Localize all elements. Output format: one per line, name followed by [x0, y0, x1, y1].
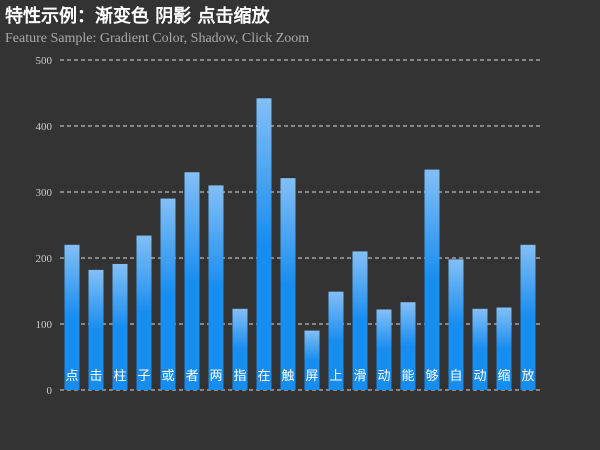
- category-label: 击: [89, 369, 102, 384]
- grid-lines: [60, 59, 540, 391]
- bar[interactable]: [376, 309, 392, 390]
- category-label: 子: [137, 369, 150, 384]
- category-label: 两: [209, 369, 222, 384]
- y-tick-label: 400: [36, 121, 53, 133]
- category-label: 上: [329, 369, 342, 384]
- category-label: 柱: [113, 369, 126, 384]
- chart-subtitle: Feature Sample: Gradient Color, Shadow, …: [5, 31, 310, 46]
- y-tick-label: 100: [36, 319, 53, 331]
- bar[interactable]: [304, 330, 320, 390]
- bar[interactable]: [400, 302, 416, 390]
- category-labels: 点击柱子或者两指在触屏上滑动能够自动缩放: [65, 368, 534, 384]
- y-tick-label: 0: [47, 385, 53, 397]
- category-label: 指: [233, 369, 246, 384]
- bar[interactable]: [352, 251, 368, 390]
- bar[interactable]: [112, 263, 128, 390]
- bar[interactable]: [232, 308, 248, 390]
- bar[interactable]: [160, 198, 176, 390]
- category-label: 能: [401, 369, 414, 384]
- y-tick-label: 200: [36, 253, 53, 265]
- category-label: 者: [185, 369, 198, 384]
- bar[interactable]: [256, 98, 272, 390]
- category-label: 屏: [305, 369, 318, 384]
- category-label: 或: [161, 369, 174, 384]
- category-label: 在: [257, 369, 270, 384]
- bar[interactable]: [328, 291, 344, 390]
- category-label: 滑: [353, 369, 366, 384]
- y-axis-ticks: 0 100 200 300 400 500: [36, 55, 53, 397]
- chart-title: 特性示例：渐变色 阴影 点击缩放: [5, 6, 270, 27]
- bar[interactable]: [136, 235, 152, 390]
- category-label: 动: [377, 369, 390, 384]
- category-label: 动: [473, 369, 486, 384]
- bar[interactable]: [448, 259, 464, 390]
- category-label: 放: [521, 369, 534, 384]
- bar[interactable]: [280, 178, 296, 390]
- category-label: 触: [281, 369, 294, 384]
- bar[interactable]: [184, 172, 200, 390]
- bar[interactable]: [88, 269, 104, 390]
- category-label: 够: [425, 369, 438, 384]
- bar[interactable]: [64, 244, 80, 390]
- y-tick-label: 500: [36, 55, 53, 67]
- bar[interactable]: [472, 308, 488, 390]
- category-label: 缩: [497, 368, 510, 384]
- category-label: 自: [449, 369, 462, 384]
- category-label: 点: [65, 369, 78, 384]
- bars: [64, 98, 536, 391]
- bar[interactable]: [496, 307, 512, 391]
- bar[interactable]: [208, 185, 224, 390]
- y-tick-label: 300: [36, 187, 53, 199]
- bar[interactable]: [520, 244, 536, 390]
- bar[interactable]: [424, 169, 440, 390]
